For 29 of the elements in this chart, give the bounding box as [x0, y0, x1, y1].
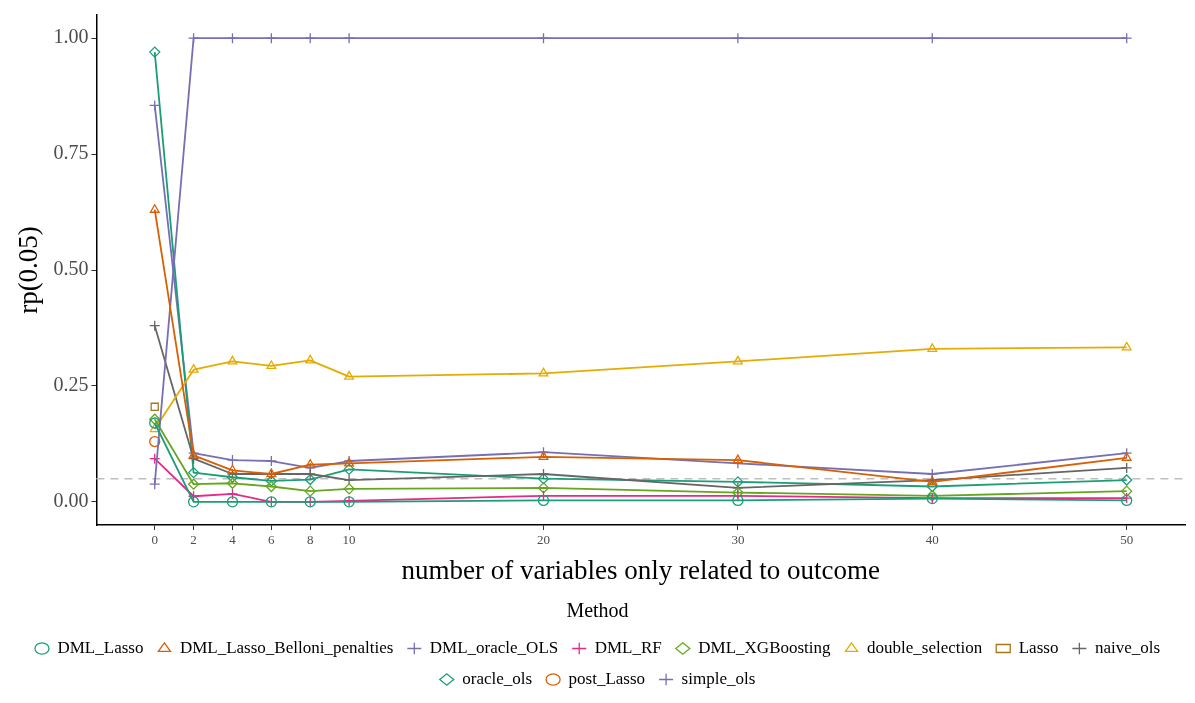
- x-tick-label: 30: [731, 532, 745, 548]
- x-axis-title: number of variables only related to outcome: [401, 554, 880, 585]
- legend-label: simple_ols: [681, 668, 756, 688]
- x-tick-label: 50: [1120, 532, 1134, 548]
- x-tick-label: 40: [925, 532, 939, 548]
- legend-title: Method: [566, 599, 629, 622]
- x-tick-label: 6: [268, 532, 276, 548]
- legend-label: naive_ols: [1094, 637, 1161, 657]
- legend-label: DML_oracle_OLS: [429, 637, 559, 657]
- y-tick-label: 0.00: [53, 489, 89, 512]
- x-tick-label: 10: [342, 532, 356, 548]
- y-tick-label: 0.50: [53, 257, 89, 280]
- x-tick-label: 4: [229, 532, 237, 548]
- x-tick-label: 0: [151, 532, 158, 548]
- legend-label: double_selection: [867, 637, 983, 657]
- legend-label: DML_Lasso: [57, 637, 144, 657]
- y-tick-label: 0.25: [53, 373, 89, 396]
- y-tick-label: 1.00: [53, 25, 89, 48]
- legend-label: oracle_ols: [462, 668, 533, 688]
- x-tick-label: 2: [190, 532, 197, 548]
- y-tick-label: 0.75: [53, 141, 89, 164]
- x-tick-label: 20: [537, 532, 550, 548]
- y-axis-title: rp(0.05): [13, 226, 44, 314]
- legend-label: Lasso: [1018, 637, 1059, 657]
- legend-label: post_Lasso: [568, 668, 646, 688]
- x-tick-label: 8: [306, 532, 314, 548]
- legend-label: DML_XGBoosting: [698, 637, 832, 657]
- legend-label: DML_Lasso_Belloni_penalties: [179, 637, 394, 657]
- legend-label: DML_RF: [594, 637, 662, 657]
